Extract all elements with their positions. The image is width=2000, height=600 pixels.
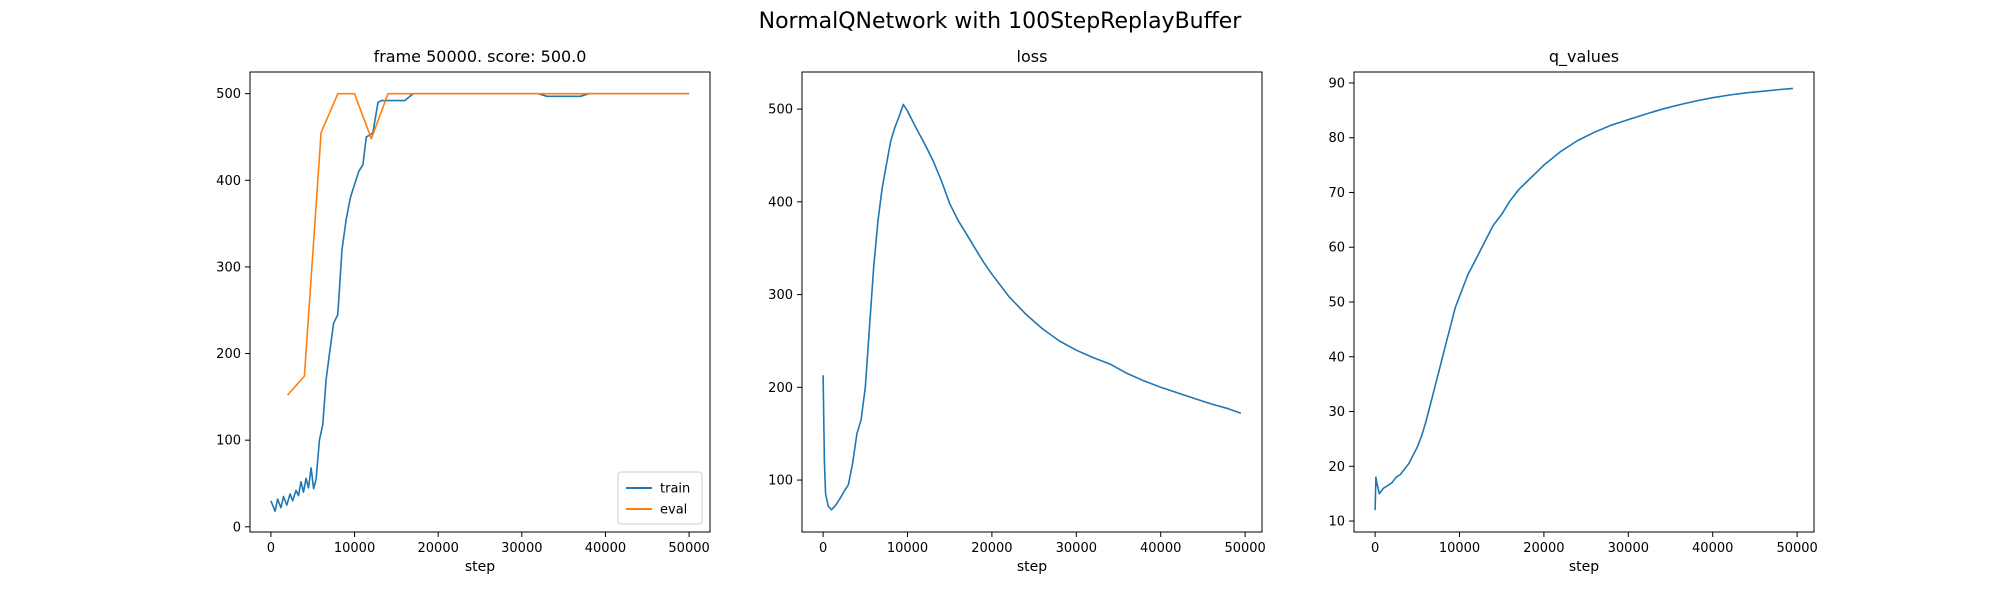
series-lines: [822, 103, 1242, 511]
y-tick-label: 400: [216, 174, 241, 189]
y-tick-label: 300: [216, 260, 241, 275]
x-axis-label: step: [465, 559, 495, 575]
y-tick-label: 400: [768, 195, 793, 210]
y-tick-label: 10: [1328, 515, 1345, 530]
subplot-title: loss: [1017, 47, 1048, 66]
x-axis-label: step: [1569, 559, 1599, 575]
y-tick-label: 200: [216, 347, 241, 362]
subplot-1: frame 50000. score: 500.00 10000 20000 3000…: [216, 47, 711, 575]
series-line-1: [1374, 87, 1793, 511]
subplots: frame 50000. score: 500.00 10000 20000 3000…: [216, 47, 1818, 575]
x-tick-label: 50000: [1224, 541, 1265, 556]
series-lines: [1374, 87, 1793, 511]
y-tick-label: 40: [1328, 350, 1345, 365]
x-tick-label: 0: [267, 541, 275, 556]
legend: train eval: [617, 471, 703, 525]
y-tick-label: 50: [1328, 296, 1345, 311]
legend-box: [617, 471, 703, 525]
x-tick-label: 20000: [971, 541, 1012, 556]
y-tick-label: 200: [768, 381, 793, 396]
x-tick-label: 0: [819, 541, 827, 556]
subplot-3: q_values 0 10000 20000 30000 40000 50000 10 20 30…: [1328, 47, 1817, 575]
y-tick-label: 0: [233, 520, 241, 535]
x-tick-label: 20000: [418, 541, 459, 556]
x-tick-label: 10000: [887, 541, 928, 556]
y-tick-label: 90: [1328, 76, 1345, 91]
series-line-train: [270, 92, 690, 513]
x-tick-label: 30000: [1608, 541, 1649, 556]
subplot-2: loss 0 10000 20000 30000 40000 50000 100 200 300 4…: [768, 47, 1266, 575]
axes-frame: [249, 71, 711, 533]
x-tick-label: 40000: [1692, 541, 1733, 556]
x-tick-label: 50000: [1776, 541, 1817, 556]
y-tick-label: 300: [768, 288, 793, 303]
axes-frame: [1353, 71, 1815, 533]
x-tick-label: 50000: [668, 541, 709, 556]
y-tick-label: 80: [1328, 131, 1345, 146]
x-tick-label: 0: [1371, 541, 1379, 556]
axes-frame: [801, 71, 1263, 533]
y-tick-label: 20: [1328, 460, 1345, 475]
subplot-title: frame 50000. score: 500.0: [374, 47, 587, 66]
series-line-1: [822, 103, 1242, 511]
y-tick-label: 500: [216, 87, 241, 102]
y-tick-label: 70: [1328, 186, 1345, 201]
figure-title: NormalQNetwork with 100StepReplayBuffer: [759, 9, 1243, 34]
x-tick-label: 10000: [1439, 541, 1480, 556]
y-tick-label: 500: [768, 103, 793, 118]
x-tick-label: 40000: [1140, 541, 1181, 556]
x-tick-label: 30000: [1056, 541, 1097, 556]
y-tick-label: 100: [768, 474, 793, 489]
legend-label-eval: eval: [660, 503, 687, 518]
legend-label-train: train: [660, 482, 690, 497]
subplot-title: q_values: [1549, 47, 1619, 67]
x-tick-label: 10000: [334, 541, 375, 556]
y-tick-label: 100: [216, 434, 241, 449]
y-tick-label: 60: [1328, 241, 1345, 256]
y-tick-label: 30: [1328, 405, 1345, 420]
series-lines: [270, 92, 690, 513]
x-axis-label: step: [1017, 559, 1047, 575]
series-line-eval: [287, 92, 690, 396]
x-tick-label: 40000: [585, 541, 626, 556]
x-tick-label: 30000: [501, 541, 542, 556]
x-tick-label: 20000: [1523, 541, 1564, 556]
